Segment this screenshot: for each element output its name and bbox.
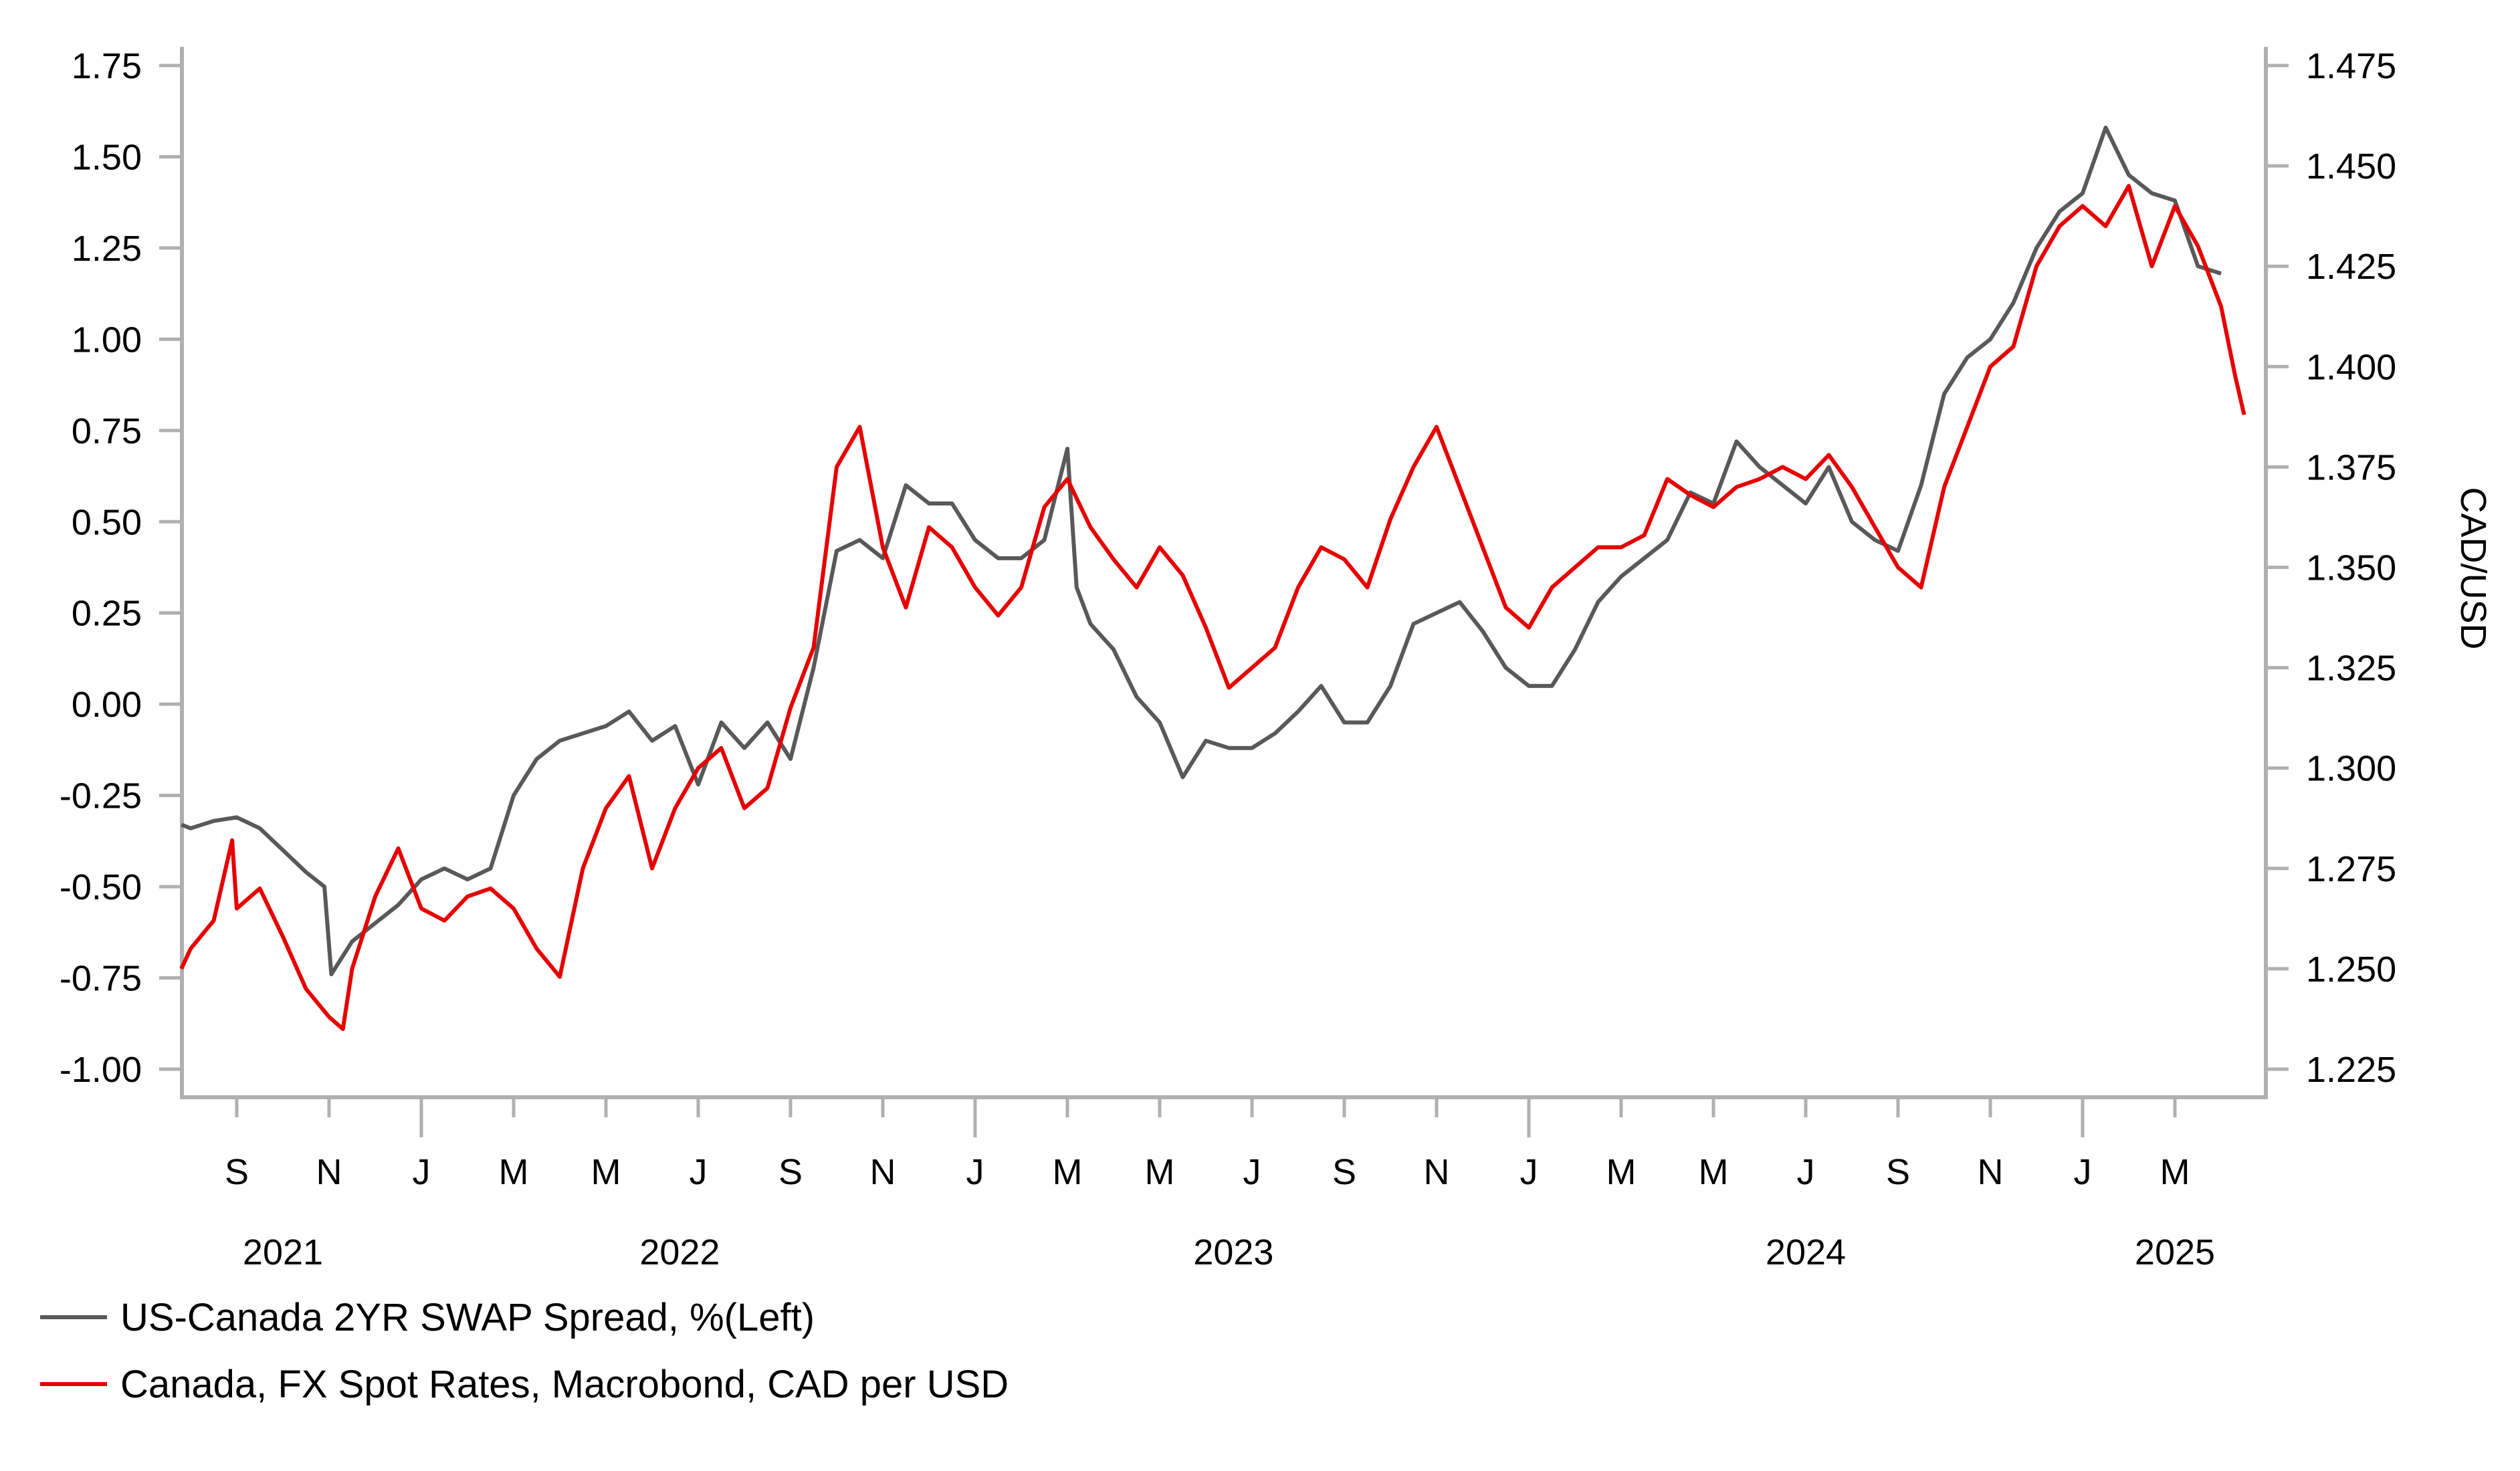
x-year-label: 2024	[1766, 1232, 1846, 1272]
left-tick-label: 1.50	[72, 137, 142, 177]
x-month-label: J	[2074, 1152, 2092, 1192]
x-month-label: M	[1606, 1152, 1637, 1192]
left-tick-label: -0.25	[60, 776, 142, 816]
right-tick-label: 1.475	[2306, 46, 2396, 86]
x-month-label: J	[1243, 1152, 1261, 1192]
x-year-label: 2022	[639, 1232, 720, 1272]
legend-item-spread: US-Canada 2YR SWAP Spread, %(Left)	[40, 1284, 1009, 1351]
x-month-label: M	[499, 1152, 529, 1192]
x-month-label: N	[1424, 1152, 1450, 1192]
axes: 1.75 1.50 1.25 1.00 0.75 0.50 0.25 0.00 -0.25 -0.…	[60, 46, 2396, 1272]
legend-swatch-spread	[40, 1315, 107, 1319]
x-month-label: M	[1053, 1152, 1083, 1192]
x-month-label: M	[1699, 1152, 1729, 1192]
x-month-label: S	[1886, 1152, 1910, 1192]
right-tick-label: 1.350	[2306, 548, 2396, 588]
x-month-label: S	[225, 1152, 249, 1192]
left-tick-label: 1.75	[72, 46, 142, 86]
x-year-label: 2021	[243, 1232, 323, 1272]
legend-swatch-cad	[40, 1382, 107, 1386]
left-tick-label: 0.25	[72, 594, 142, 634]
x-month-label: M	[1145, 1152, 1175, 1192]
series-line-spread	[181, 125, 2222, 977]
x-year-label: 2023	[1193, 1232, 1273, 1272]
legend-label-spread: US-Canada 2YR SWAP Spread, %(Left)	[120, 1295, 815, 1339]
left-tick-label: 0.00	[72, 685, 142, 725]
left-tick-label: 0.75	[72, 411, 142, 451]
series-layer	[179, 125, 2246, 1031]
series-line-cad	[179, 184, 2246, 1031]
x-month-label: J	[1797, 1152, 1815, 1192]
left-tick-label: -0.50	[60, 867, 142, 907]
x-month-label: J	[413, 1152, 431, 1192]
x-month-label: N	[1978, 1152, 2004, 1192]
x-month-label: S	[778, 1152, 803, 1192]
left-tick-label: 0.50	[72, 502, 142, 542]
x-month-label: M	[2160, 1152, 2190, 1192]
legend: US-Canada 2YR SWAP Spread, %(Left) Canad…	[40, 1284, 1009, 1418]
x-month-label: N	[870, 1152, 896, 1192]
x-month-label: N	[316, 1152, 342, 1192]
x-month-label: J	[690, 1152, 708, 1192]
x-month-label: J	[966, 1152, 984, 1192]
x-month-label: M	[591, 1152, 621, 1192]
right-axis-title: CAD/USD	[2453, 487, 2493, 649]
right-tick-label: 1.275	[2306, 849, 2396, 889]
right-tick-label: 1.225	[2306, 1050, 2396, 1090]
right-tick-label: 1.450	[2306, 146, 2396, 187]
left-tick-label: -0.75	[60, 959, 142, 999]
legend-item-cad: Canada, FX Spot Rates, Macrobond, CAD pe…	[40, 1351, 1009, 1418]
x-month-label: J	[1520, 1152, 1538, 1192]
right-tick-label: 1.425	[2306, 247, 2396, 287]
right-tick-label: 1.375	[2306, 447, 2396, 487]
legend-label-cad: Canada, FX Spot Rates, Macrobond, CAD pe…	[120, 1362, 1009, 1406]
x-month-label: S	[1332, 1152, 1356, 1192]
left-tick-label: 1.25	[72, 229, 142, 269]
right-tick-label: 1.250	[2306, 949, 2396, 990]
right-tick-label: 1.400	[2306, 347, 2396, 387]
x-year-label: 2025	[2135, 1232, 2215, 1272]
left-tick-label: 1.00	[72, 320, 142, 360]
right-tick-label: 1.325	[2306, 649, 2396, 689]
left-tick-label: -1.00	[60, 1050, 142, 1090]
right-tick-label: 1.300	[2306, 749, 2396, 789]
